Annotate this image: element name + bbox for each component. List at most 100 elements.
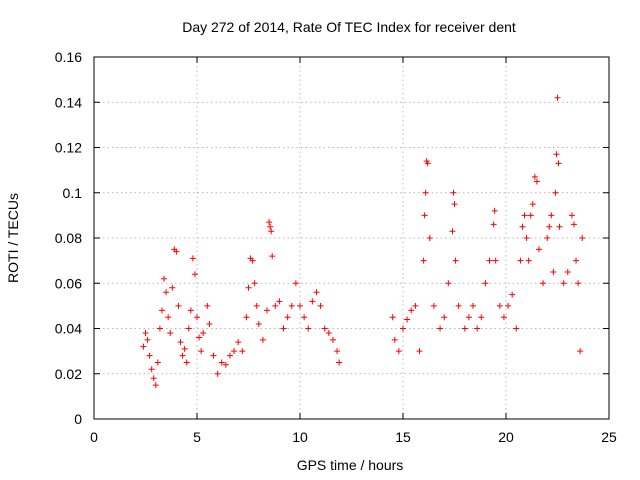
data-point bbox=[167, 330, 174, 337]
data-point bbox=[235, 339, 242, 346]
x-tick-label: 0 bbox=[90, 429, 98, 445]
data-point bbox=[553, 151, 560, 158]
data-point bbox=[142, 330, 149, 337]
data-point bbox=[266, 219, 273, 226]
tick-labels: 0 5 10 15 20 25 0 0.02 0.04 0.06 0.08 0.1 0.12 0.14 0.… bbox=[55, 49, 617, 445]
chart-title: Day 272 of 2014, Rate Of TEC Index for r… bbox=[182, 19, 516, 35]
data-point bbox=[276, 298, 283, 305]
y-tick-label: 0.14 bbox=[55, 94, 82, 110]
data-point bbox=[478, 314, 485, 321]
data-point bbox=[198, 348, 205, 355]
y-tick-label: 0.08 bbox=[55, 230, 82, 246]
data-point bbox=[255, 320, 262, 327]
data-point bbox=[424, 160, 431, 167]
data-point bbox=[249, 257, 256, 264]
data-point bbox=[519, 223, 526, 230]
data-point bbox=[579, 235, 586, 241]
data-point bbox=[564, 268, 571, 275]
data-point bbox=[465, 314, 472, 321]
data-point bbox=[400, 325, 406, 332]
data-point bbox=[535, 246, 542, 253]
data-point bbox=[267, 223, 274, 230]
x-tick-label: 20 bbox=[498, 429, 514, 445]
y-axis-label: ROTI / TECUs bbox=[5, 193, 21, 283]
data-point bbox=[336, 359, 343, 366]
data-point bbox=[552, 189, 559, 196]
data-point bbox=[426, 235, 433, 241]
data-point bbox=[204, 302, 211, 309]
data-point bbox=[169, 284, 176, 291]
data-point bbox=[292, 280, 299, 287]
data-point bbox=[206, 320, 213, 327]
data-point bbox=[482, 280, 489, 287]
data-point bbox=[140, 343, 147, 350]
data-point bbox=[288, 302, 295, 309]
data-point bbox=[218, 359, 225, 366]
data-point bbox=[264, 307, 271, 314]
data-point bbox=[451, 201, 458, 208]
x-tick-label: 10 bbox=[292, 429, 308, 445]
data-point bbox=[175, 302, 182, 309]
data-point bbox=[474, 325, 481, 332]
data-point bbox=[391, 336, 398, 343]
data-point bbox=[449, 228, 456, 235]
data-point bbox=[173, 248, 180, 255]
data-point bbox=[325, 330, 332, 337]
data-point bbox=[305, 325, 312, 332]
data-point bbox=[313, 289, 320, 296]
data-point bbox=[529, 201, 536, 208]
data-point bbox=[148, 366, 155, 373]
x-tick-label: 15 bbox=[395, 429, 411, 445]
data-point bbox=[144, 336, 151, 343]
axis-ticks bbox=[93, 56, 610, 420]
grid-lines bbox=[94, 57, 609, 419]
y-tick-label: 0.06 bbox=[55, 275, 82, 291]
data-point bbox=[452, 257, 459, 264]
data-point bbox=[187, 307, 194, 314]
data-point bbox=[301, 314, 308, 321]
data-point bbox=[412, 302, 419, 309]
data-point bbox=[533, 178, 540, 185]
data-point bbox=[222, 361, 229, 368]
data-point bbox=[191, 271, 198, 278]
data-point bbox=[165, 314, 172, 321]
data-point bbox=[152, 382, 159, 389]
data-point bbox=[146, 352, 153, 359]
x-axis-label: GPS time / hours bbox=[297, 457, 404, 473]
data-point bbox=[334, 348, 341, 355]
data-point bbox=[158, 307, 165, 314]
data-point bbox=[570, 221, 577, 228]
data-point bbox=[268, 228, 275, 235]
data-point bbox=[245, 284, 252, 291]
data-point bbox=[523, 235, 530, 241]
data-point bbox=[404, 316, 411, 323]
data-point bbox=[177, 339, 184, 346]
data-point bbox=[226, 352, 233, 359]
data-point bbox=[156, 325, 163, 332]
data-point bbox=[214, 370, 221, 377]
y-tick-label: 0.12 bbox=[55, 140, 82, 156]
data-point bbox=[269, 253, 276, 260]
data-point bbox=[525, 257, 532, 264]
y-tick-label: 0 bbox=[74, 411, 82, 427]
data-point bbox=[509, 291, 516, 298]
y-tick-label: 0.16 bbox=[55, 49, 82, 65]
data-point bbox=[189, 255, 196, 262]
data-point bbox=[259, 336, 266, 343]
data-point bbox=[309, 298, 316, 305]
data-point bbox=[521, 212, 528, 219]
data-point bbox=[461, 325, 468, 332]
data-point bbox=[210, 352, 217, 359]
data-point bbox=[505, 302, 512, 309]
data-point bbox=[163, 289, 170, 296]
data-point bbox=[560, 280, 567, 287]
data-point bbox=[544, 235, 551, 241]
data-point bbox=[546, 223, 553, 230]
data-point bbox=[422, 189, 429, 196]
data-point bbox=[470, 302, 477, 309]
data-point bbox=[486, 257, 493, 264]
data-point bbox=[154, 359, 161, 366]
data-point bbox=[577, 348, 584, 355]
data-point bbox=[491, 207, 498, 214]
data-point bbox=[408, 307, 415, 314]
